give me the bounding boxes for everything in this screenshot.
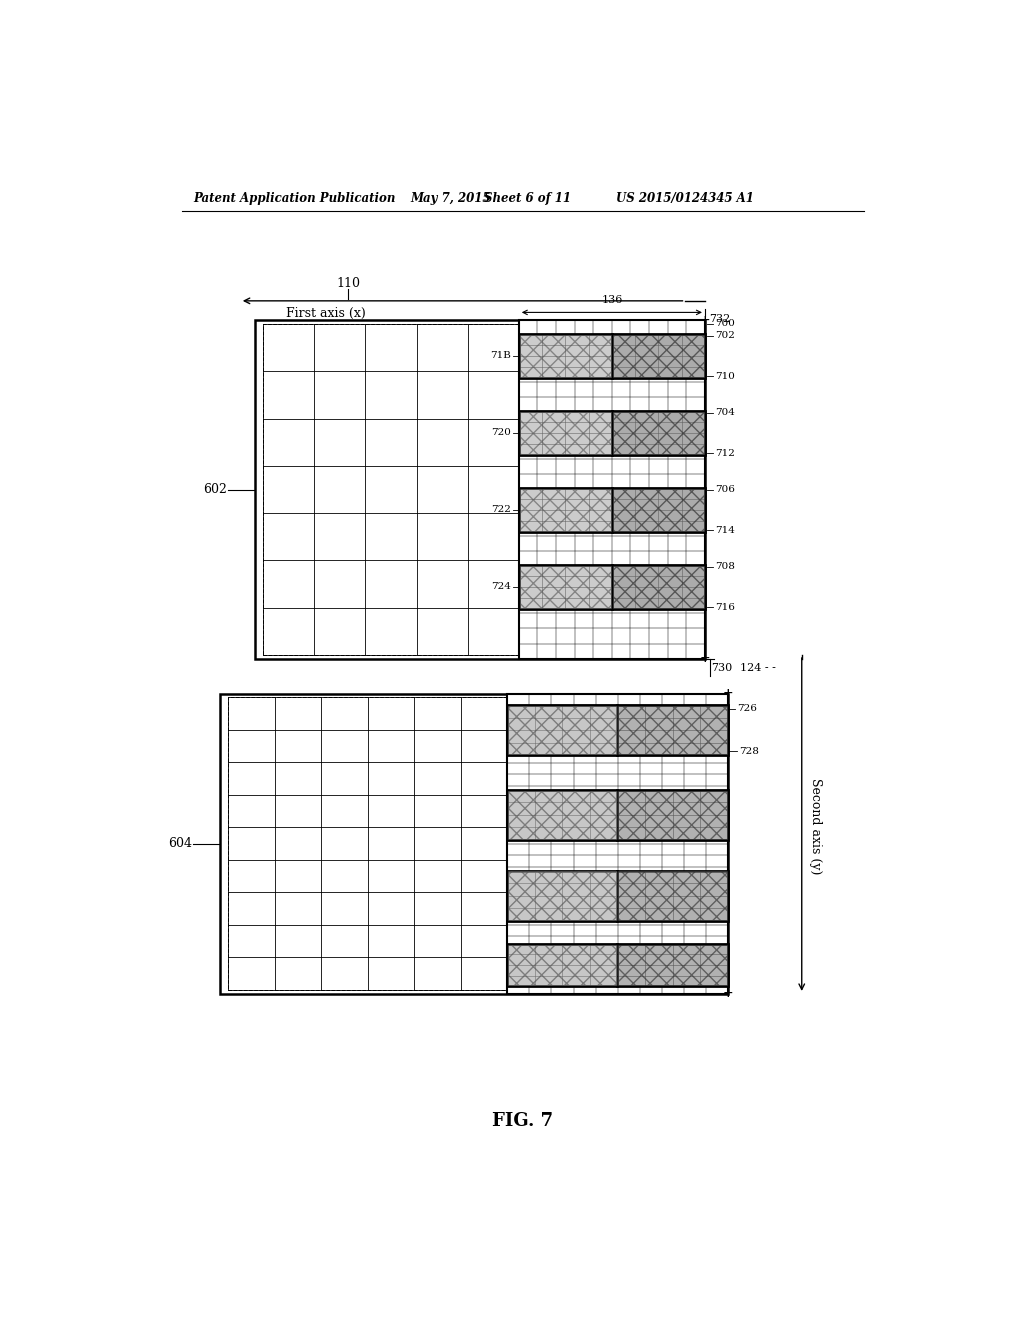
Text: Sheet 6 of 11: Sheet 6 of 11: [484, 191, 571, 205]
Bar: [519, 488, 610, 531]
Bar: [255, 321, 704, 659]
Text: FIG. 7: FIG. 7: [492, 1111, 552, 1130]
Text: 708: 708: [714, 562, 734, 572]
Text: 728: 728: [738, 747, 758, 756]
Text: 124 - -: 124 - -: [739, 663, 774, 673]
Bar: [519, 335, 610, 378]
Bar: [618, 791, 727, 840]
Bar: [611, 334, 704, 378]
Bar: [506, 705, 616, 755]
Bar: [507, 706, 615, 755]
Bar: [228, 697, 506, 990]
Bar: [612, 335, 703, 378]
Bar: [519, 334, 611, 378]
Text: 724: 724: [491, 582, 511, 591]
Text: +: +: [699, 652, 709, 665]
Text: 716: 716: [714, 603, 734, 611]
Text: Patent Application Publication: Patent Application Publication: [194, 191, 395, 205]
Text: 712: 712: [714, 449, 734, 458]
Bar: [611, 565, 704, 609]
Text: 720: 720: [491, 429, 511, 437]
Bar: [519, 488, 611, 532]
Bar: [618, 945, 727, 985]
Text: 702: 702: [714, 331, 734, 341]
Bar: [263, 323, 519, 655]
Text: 110: 110: [336, 277, 360, 289]
Text: 700: 700: [714, 319, 734, 329]
Bar: [611, 488, 704, 532]
Text: +: +: [722, 686, 733, 700]
Bar: [519, 321, 704, 659]
Text: 71B: 71B: [490, 351, 511, 360]
Bar: [611, 411, 704, 455]
Bar: [506, 789, 616, 840]
Bar: [616, 944, 728, 986]
Text: 604: 604: [168, 837, 192, 850]
Bar: [612, 412, 703, 454]
Bar: [506, 944, 616, 986]
Bar: [616, 871, 728, 921]
Bar: [519, 412, 610, 454]
Bar: [618, 706, 727, 755]
Bar: [519, 566, 610, 609]
Text: 704: 704: [714, 408, 734, 417]
Text: 730: 730: [710, 663, 732, 673]
Text: 706: 706: [714, 484, 734, 494]
Text: 714: 714: [714, 525, 734, 535]
Text: 732: 732: [708, 314, 730, 323]
Text: US 2015/0124345 A1: US 2015/0124345 A1: [615, 191, 753, 205]
Text: 726: 726: [736, 705, 756, 713]
Text: +: +: [722, 987, 733, 1001]
Bar: [506, 871, 616, 921]
Text: First axis (x): First axis (x): [286, 308, 366, 321]
Bar: [519, 565, 611, 609]
Text: Second axis (y): Second axis (y): [808, 779, 821, 875]
Bar: [507, 945, 615, 985]
Bar: [618, 871, 727, 920]
Text: May 7, 2015: May 7, 2015: [410, 191, 490, 205]
Bar: [507, 791, 615, 840]
Bar: [612, 566, 703, 609]
Bar: [507, 871, 615, 920]
Text: +: +: [699, 314, 709, 326]
Text: 602: 602: [203, 483, 226, 496]
Bar: [220, 693, 728, 994]
Bar: [519, 411, 611, 455]
Bar: [612, 488, 703, 531]
Bar: [616, 789, 728, 840]
Text: 136: 136: [600, 294, 622, 305]
Text: 710: 710: [714, 372, 734, 380]
Text: 722: 722: [491, 506, 511, 515]
Bar: [616, 705, 728, 755]
Bar: [506, 693, 728, 994]
